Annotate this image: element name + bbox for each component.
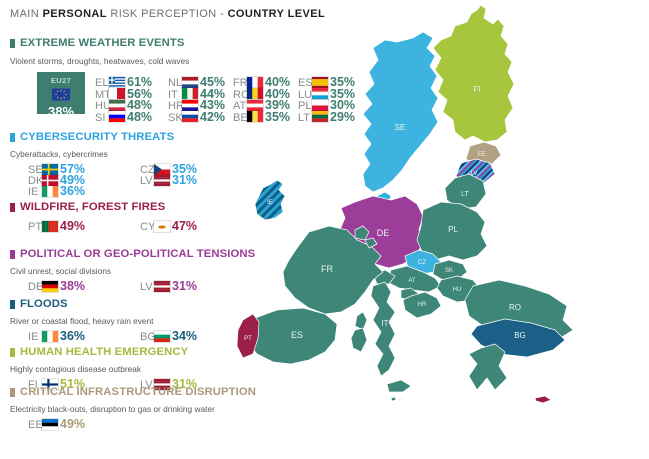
svg-text:MT: MT (397, 398, 404, 404)
svg-text:IT: IT (381, 319, 388, 328)
svg-text:FI: FI (473, 85, 480, 94)
svg-text:HU: HU (453, 287, 462, 293)
svg-text:ES: ES (291, 330, 303, 340)
svg-text:HR: HR (418, 302, 427, 308)
svg-text:EE: EE (478, 152, 486, 158)
svg-text:RO: RO (509, 303, 521, 312)
svg-text:PT: PT (244, 336, 252, 342)
svg-text:SK: SK (445, 268, 453, 274)
svg-text:SE: SE (395, 123, 406, 132)
svg-text:IE: IE (267, 200, 273, 206)
svg-text:LT: LT (461, 191, 469, 198)
svg-text:PL: PL (448, 225, 458, 234)
svg-text:AT: AT (408, 278, 416, 284)
svg-text:FR: FR (321, 264, 333, 274)
svg-text:DE: DE (377, 228, 390, 238)
svg-text:BG: BG (514, 331, 526, 340)
svg-text:CZ: CZ (418, 260, 426, 266)
svg-text:CY: CY (527, 394, 535, 400)
